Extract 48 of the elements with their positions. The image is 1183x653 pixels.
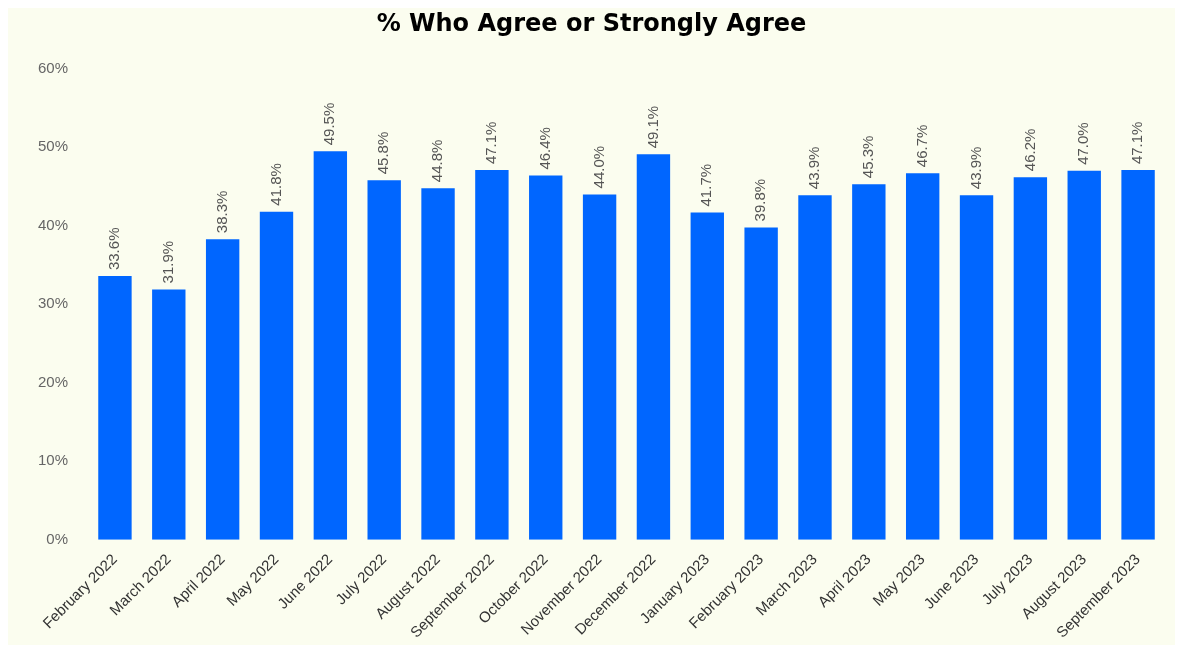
bar: [690, 212, 724, 540]
bar: [313, 151, 348, 540]
bar: [205, 239, 240, 540]
bar: [852, 184, 886, 540]
bar: [636, 154, 671, 540]
bar: [421, 188, 455, 540]
y-tick-label: 0%: [46, 529, 69, 547]
data-label: 46.7%: [912, 124, 930, 168]
data-label: 33.6%: [105, 227, 123, 271]
data-label: 47.1%: [482, 121, 500, 165]
data-label: 45.8%: [374, 131, 392, 175]
bar: [259, 211, 294, 540]
data-label: 43.9%: [966, 146, 984, 190]
data-label: 47.1%: [1128, 121, 1146, 165]
data-label: 44.0%: [589, 145, 607, 189]
data-label: 31.9%: [158, 240, 176, 284]
data-label: 41.7%: [697, 163, 715, 207]
bar: [905, 173, 940, 540]
data-label: 38.3%: [212, 190, 230, 234]
data-label: 43.9%: [805, 146, 823, 190]
data-label: 46.4%: [535, 127, 553, 170]
y-tick-label: 20%: [37, 372, 69, 390]
data-label: 39.8%: [751, 178, 769, 222]
data-label: 49.5%: [320, 102, 338, 146]
bar: [798, 195, 832, 540]
bar: [152, 289, 186, 540]
bar: [367, 180, 401, 540]
chart-title: % Who Agree or Strongly Agree: [376, 8, 807, 37]
data-label: 44.8%: [428, 139, 446, 183]
bar: [1121, 170, 1155, 540]
bar: [744, 227, 778, 540]
bar: [529, 175, 563, 540]
bar: [582, 194, 617, 540]
data-label: 41.8%: [266, 163, 284, 206]
data-label: 45.3%: [858, 135, 876, 179]
y-tick-label: 40%: [37, 215, 69, 233]
bar: [98, 276, 132, 540]
bar: [475, 170, 509, 540]
bar: [959, 195, 994, 540]
bar: [1067, 170, 1101, 540]
data-label: 49.1%: [643, 105, 661, 149]
data-label: 46.2%: [1020, 128, 1038, 172]
y-tick-label: 50%: [37, 137, 69, 155]
data-label: 47.0%: [1074, 122, 1092, 165]
bar: [1013, 177, 1048, 540]
y-tick-label: 30%: [37, 294, 69, 312]
y-tick-label: 60%: [37, 58, 69, 76]
y-tick-label: 10%: [37, 451, 69, 469]
